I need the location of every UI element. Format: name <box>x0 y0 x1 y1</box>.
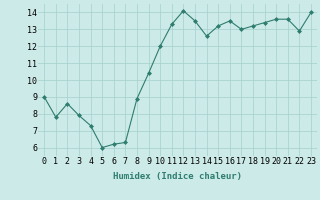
X-axis label: Humidex (Indice chaleur): Humidex (Indice chaleur) <box>113 172 242 181</box>
